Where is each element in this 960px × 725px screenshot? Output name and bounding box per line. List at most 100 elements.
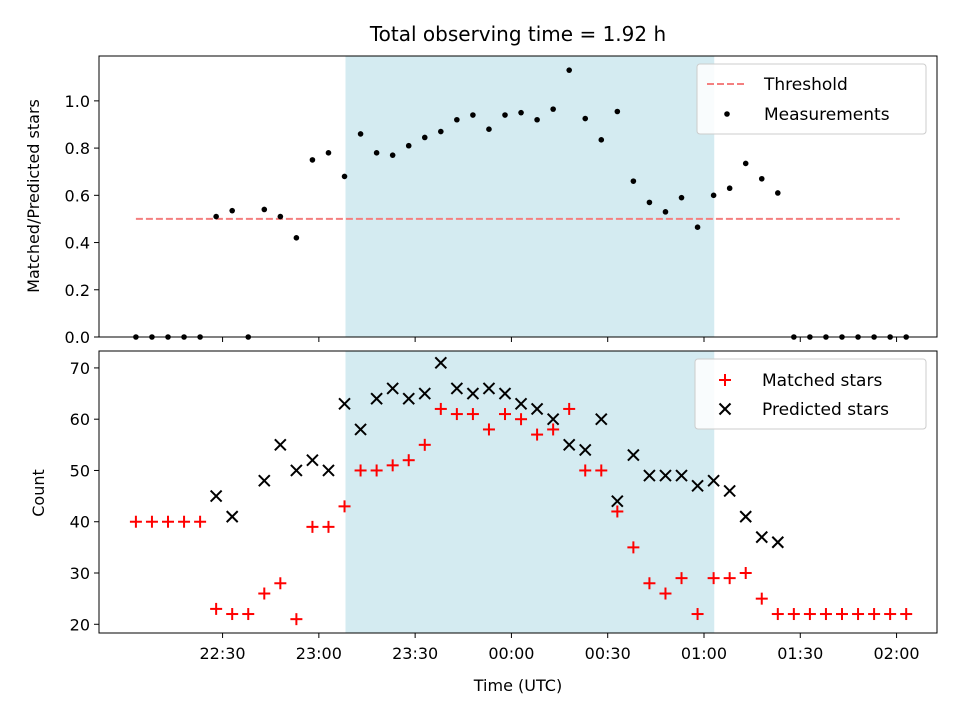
top-y-axis-label: Matched/Predicted stars <box>24 99 43 293</box>
legend-matched-label: Matched stars <box>762 371 882 391</box>
matched-star-point <box>611 505 624 518</box>
matched-star-point <box>835 608 848 621</box>
x-axis-label: Time (UTC) <box>473 676 562 695</box>
x-tick-label: 00:00 <box>488 644 534 663</box>
matched-star-point <box>675 572 688 585</box>
predicted-star-point <box>482 382 496 395</box>
predicted-star-point <box>450 382 464 395</box>
matched-star-point <box>322 520 335 533</box>
predicted-star-point <box>370 392 383 405</box>
measurement-point <box>582 115 589 122</box>
legend-measurements-swatch <box>724 111 730 117</box>
predicted-star-point <box>546 412 560 426</box>
predicted-star-point <box>322 464 335 477</box>
predicted-star-point <box>434 356 448 369</box>
x-tick-label: 23:00 <box>296 644 342 663</box>
measurement-point <box>229 207 235 214</box>
legend-measurements-label: Measurements <box>764 105 890 125</box>
x-tick-label: 01:00 <box>681 644 727 663</box>
measurement-point <box>325 150 332 156</box>
predicted-star-point <box>707 474 720 487</box>
matched-star-point <box>803 608 816 621</box>
matched-star-point <box>306 520 319 533</box>
bottom-panel: 20 30 40 50 60 70 22:30 23:00 23:30 00:00 00:30 01:… <box>70 350 938 663</box>
measurement-point <box>421 134 428 141</box>
predicted-star-point <box>514 397 528 411</box>
x-tick-label: 01:30 <box>777 644 823 663</box>
measurement-point <box>614 108 621 115</box>
matched-star-point <box>499 408 512 421</box>
matched-star-point <box>210 602 223 615</box>
matched-star-point <box>434 402 447 415</box>
predicted-star-point <box>611 495 624 508</box>
x-tick-label: 23:30 <box>392 644 438 663</box>
matched-star-point <box>162 515 175 528</box>
top-y-tick-label: 1.0 <box>65 92 90 111</box>
matched-star-point <box>145 515 158 528</box>
legend-predicted-label: Predicted stars <box>762 400 889 420</box>
predicted-star-point <box>675 469 688 482</box>
predicted-star-point <box>643 469 656 482</box>
predicted-star-point <box>755 530 768 544</box>
x-tick-label: 00:30 <box>585 644 631 663</box>
matched-star-point <box>659 587 672 600</box>
matched-star-point <box>531 428 544 441</box>
predicted-star-point <box>354 423 367 436</box>
measurement-point <box>518 109 524 116</box>
measurement-point <box>566 67 572 73</box>
measurement-point <box>470 112 476 118</box>
legend-predicted-swatch <box>718 402 732 416</box>
bottom-shaded-region <box>345 351 715 633</box>
predicted-star-point <box>386 382 399 395</box>
bottom-y-tick-label: 20 <box>70 615 90 634</box>
predicted-star-point <box>498 387 512 400</box>
matched-star-point <box>242 608 255 621</box>
matched-star-point <box>900 608 913 621</box>
measurement-point <box>550 106 556 112</box>
measurement-point <box>389 152 396 158</box>
measurement-point <box>710 192 717 199</box>
matched-star-point <box>338 500 351 513</box>
matched-star-point <box>194 515 207 528</box>
matched-star-point <box>868 608 881 621</box>
matched-star-point <box>739 567 752 580</box>
measurement-point <box>454 116 460 123</box>
matched-star-point <box>418 438 431 451</box>
predicted-star-point <box>659 469 672 482</box>
matched-star-point <box>258 587 271 600</box>
measurement-point <box>758 175 765 182</box>
matched-star-point <box>819 608 832 621</box>
matched-star-point <box>129 515 142 528</box>
bottom-y-tick-label: 50 <box>70 461 90 480</box>
bottom-y-tick-label: 30 <box>70 564 90 583</box>
matched-star-point <box>643 577 656 590</box>
predicted-star-point <box>209 489 223 503</box>
top-y-tick-label: 0.8 <box>65 139 90 158</box>
measurement-point <box>373 150 380 156</box>
matched-star-point <box>274 577 287 590</box>
legend-threshold-label: Threshold <box>763 75 848 95</box>
measurement-point <box>357 131 364 137</box>
measurement-point <box>598 137 605 143</box>
matched-star-point <box>787 608 800 621</box>
top-legend-box <box>696 63 927 135</box>
predicted-star-point <box>739 510 752 523</box>
matched-star-point <box>755 592 768 605</box>
matched-star-point <box>290 613 303 626</box>
measurement-point <box>630 178 637 184</box>
measurement-point <box>502 112 508 118</box>
predicted-star-point <box>225 510 239 523</box>
matched-star-point <box>370 464 383 477</box>
measurement-point <box>293 235 300 241</box>
measurement-point <box>438 128 444 135</box>
matched-star-point <box>691 608 704 621</box>
legend-matched-swatch <box>719 374 731 386</box>
measurement-point <box>742 160 749 167</box>
measurement-point <box>341 173 348 180</box>
predicted-star-point <box>691 479 704 493</box>
measurement-point <box>405 142 412 149</box>
predicted-star-point <box>274 438 287 452</box>
matched-star-point <box>386 459 399 472</box>
bottom-y-tick-label: 60 <box>70 410 90 429</box>
